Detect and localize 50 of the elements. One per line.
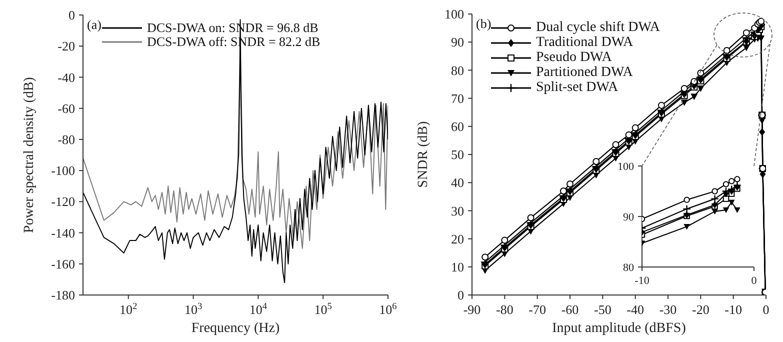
y-tick-label: 40 — [451, 175, 464, 190]
y-axis-title: SNDR (dB) — [416, 120, 431, 188]
legend-label: Split-set DWA — [536, 80, 618, 95]
y-tick-label: -120 — [51, 194, 75, 210]
x-tick-label: -20 — [692, 302, 710, 317]
x-tick-label: 10$^{2}$ — [120, 302, 138, 317]
x-tick-label: -10 — [634, 275, 650, 287]
y-tick-label: 70 — [451, 90, 464, 106]
x-axis-title: Input amplitude (dBFS) — [552, 321, 686, 336]
y-tick-label: -20 — [58, 38, 75, 54]
y-tick-label: -100 — [51, 163, 75, 178]
annotation: (a) — [87, 17, 102, 33]
y-tick-label: 0 — [458, 288, 464, 303]
y-tick-label: -160 — [51, 256, 75, 272]
y-tick-label: 100 — [618, 160, 634, 173]
x-tick-label: -70 — [528, 302, 546, 317]
y-tick-label: 90 — [623, 211, 634, 224]
y-tick-label: -140 — [51, 225, 75, 240]
legend-label: Pseudo DWA — [536, 50, 612, 65]
x-tick-label: -50 — [594, 302, 612, 317]
x-tick-label: -60 — [561, 302, 579, 317]
y-tick-label: 100 — [444, 6, 464, 22]
x-tick-label: 10$^{6}$ — [379, 302, 398, 317]
x-tick-label: -10 — [724, 302, 742, 317]
x-tick-label: -30 — [659, 302, 677, 317]
annotation: (b) — [476, 16, 492, 32]
y-tick-label: -180 — [51, 288, 75, 303]
legend-label: Partitioned DWA — [536, 65, 633, 80]
x-tick-label: -90 — [463, 302, 481, 317]
legend-label: Traditional DWA — [536, 35, 634, 50]
x-tick-label: 10$^{4}$ — [249, 302, 268, 317]
y-tick-label: -40 — [58, 70, 75, 85]
x-axis-title: Frequency (Hz) — [191, 321, 280, 336]
legend-label: Dual cycle shift DWA — [536, 20, 660, 35]
x-tick-label: 10$^{3}$ — [184, 302, 202, 317]
y-tick-label: 60 — [451, 118, 464, 134]
y-tick-label: 50 — [451, 147, 464, 162]
y-tick-label: 80 — [451, 62, 464, 78]
y-tick-label: 90 — [451, 34, 464, 50]
y-tick-label: -80 — [58, 132, 75, 147]
y-tick-label: 20 — [451, 231, 464, 246]
x-tick-label: -80 — [496, 302, 514, 317]
x-tick-label: 10$^{5}$ — [314, 302, 332, 317]
y-tick-label: 10 — [451, 259, 464, 274]
y-tick-label: -60 — [58, 100, 75, 116]
y-tick-label: 0 — [68, 8, 75, 23]
y-tick-label: 30 — [451, 203, 464, 218]
y-tick-label: 80 — [623, 262, 634, 274]
y-axis-title: Power spectral density (dB) — [22, 76, 37, 233]
x-tick-label: 0 — [762, 302, 770, 317]
